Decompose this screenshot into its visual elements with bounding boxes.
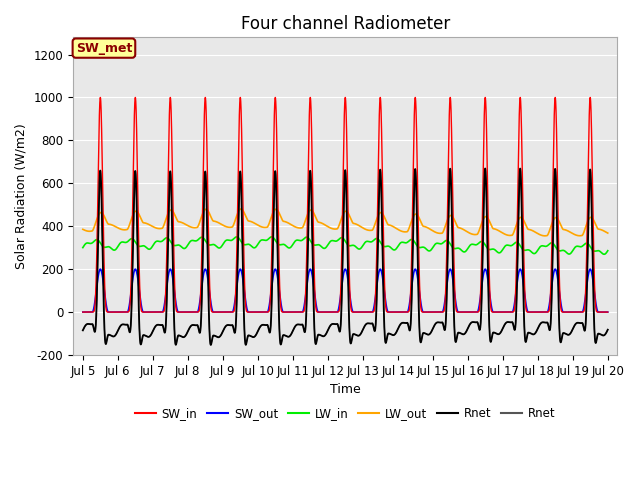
LW_out (114, 225, 122, 230)
Rnet (604, 327, 612, 333)
SW_out (179, 309, 187, 315)
Line: SW_out: SW_out (83, 269, 608, 312)
LW_out (565, 228, 573, 234)
Rnet (481, 166, 489, 171)
SW_out (322, 309, 330, 315)
SW_out (565, 309, 573, 315)
LW_out (79, 227, 86, 232)
SW_in (552, 103, 560, 109)
SW_out (97, 266, 104, 272)
LW_out (179, 220, 187, 226)
Text: SW_met: SW_met (76, 42, 132, 55)
LW_in (200, 235, 207, 241)
Line: LW_in: LW_in (83, 237, 608, 254)
Rnet (565, 332, 573, 337)
LW_out (604, 230, 612, 236)
SW_out (604, 309, 612, 315)
SW_in (565, 309, 573, 315)
Rnet (207, 342, 214, 348)
Rnet (200, 215, 207, 220)
Rnet (200, 215, 207, 220)
LW_out (237, 206, 244, 212)
Rnet (114, 329, 122, 335)
Line: Rnet: Rnet (83, 168, 608, 345)
SW_in (114, 309, 122, 315)
Rnet (565, 332, 573, 337)
LW_in (268, 234, 276, 240)
SW_in (200, 146, 207, 152)
SW_out (552, 267, 560, 273)
SW_in (604, 309, 612, 315)
LW_in (565, 251, 573, 257)
Y-axis label: Solar Radiation (W/m2): Solar Radiation (W/m2) (15, 123, 28, 269)
LW_in (79, 245, 86, 251)
Rnet (552, 177, 560, 183)
LW_in (600, 252, 608, 257)
Legend: SW_in, SW_out, LW_in, LW_out, Rnet, Rnet: SW_in, SW_out, LW_in, LW_out, Rnet, Rnet (130, 402, 561, 425)
LW_in (552, 244, 560, 250)
Rnet (207, 342, 214, 348)
Rnet (604, 327, 612, 333)
SW_in (179, 309, 187, 315)
Rnet (322, 331, 330, 337)
Rnet (179, 334, 187, 340)
Line: SW_in: SW_in (83, 97, 608, 312)
LW_in (604, 248, 612, 253)
LW_out (200, 209, 207, 215)
Line: Rnet: Rnet (83, 168, 608, 345)
Rnet (552, 177, 560, 183)
Rnet (179, 334, 187, 340)
LW_in (114, 244, 122, 250)
SW_in (97, 95, 104, 100)
SW_out (200, 271, 207, 276)
LW_out (552, 215, 560, 220)
X-axis label: Time: Time (330, 384, 360, 396)
Rnet (481, 166, 489, 171)
Line: LW_out: LW_out (83, 209, 608, 236)
LW_out (322, 223, 330, 228)
SW_in (79, 309, 86, 315)
Rnet (322, 331, 330, 337)
SW_out (114, 309, 122, 315)
SW_out (79, 309, 86, 315)
Rnet (79, 327, 86, 333)
LW_out (541, 233, 548, 239)
Title: Four channel Radiometer: Four channel Radiometer (241, 15, 450, 33)
LW_in (179, 245, 187, 251)
Rnet (114, 329, 122, 335)
LW_in (322, 245, 330, 251)
Rnet (79, 327, 86, 333)
SW_in (322, 309, 330, 315)
